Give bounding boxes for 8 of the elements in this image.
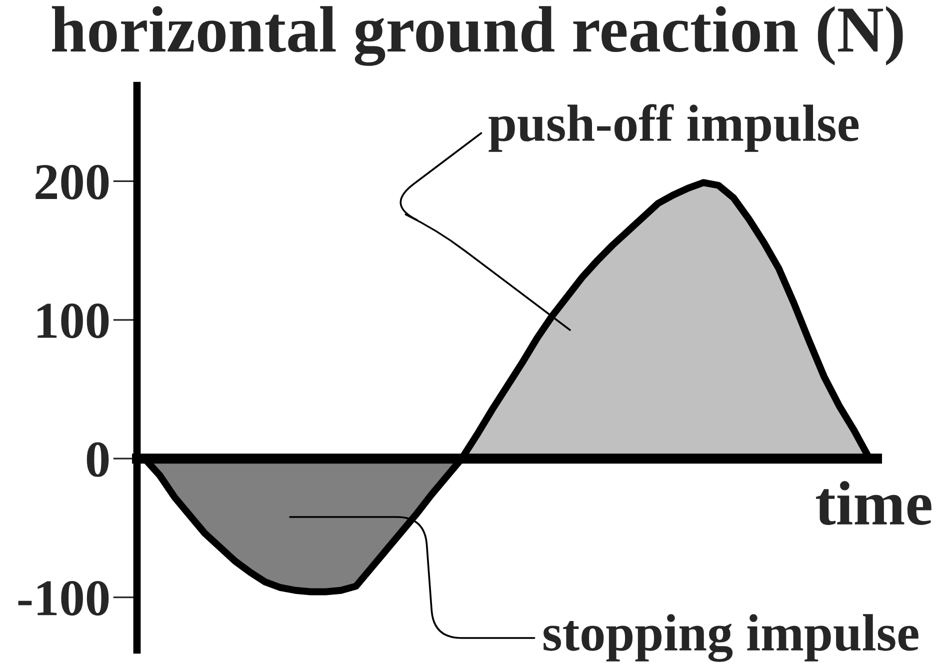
y-tick-label: 100 — [38, 304, 109, 338]
annotation: stopping impulse — [544, 614, 918, 662]
annotation: push-off impulse — [488, 104, 859, 152]
y-tick-label: 0 — [86, 442, 109, 477]
x-axis-title: time — [816, 481, 932, 525]
chart-title: horizontal ground reaction (N) — [52, 6, 903, 66]
y-tick-label: 200 — [36, 164, 109, 200]
y-tick-label: -100 — [18, 580, 109, 616]
